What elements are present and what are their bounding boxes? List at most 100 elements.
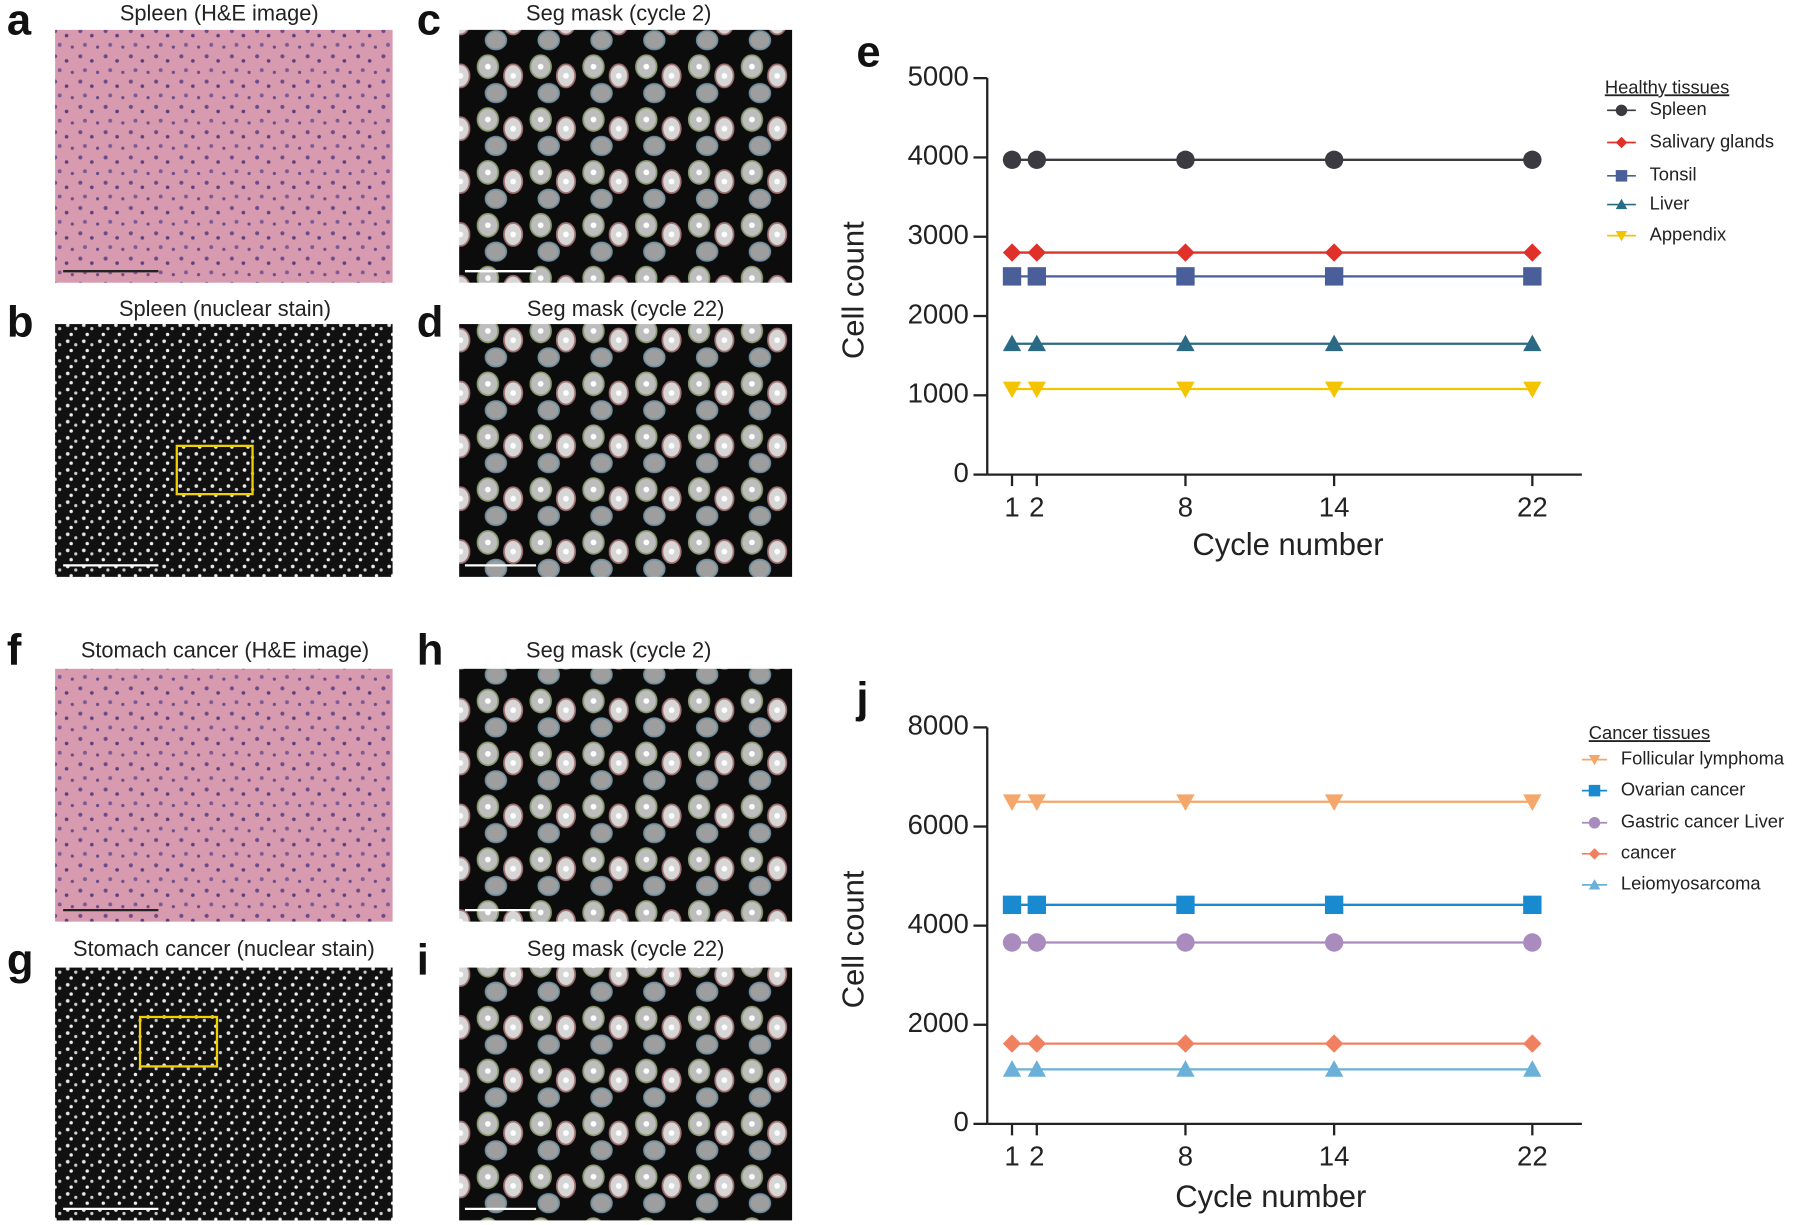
data-point <box>1523 381 1542 399</box>
x-tick-label: 8 <box>1178 1141 1193 1172</box>
he-image <box>55 29 393 283</box>
legend-label: Salivary glands <box>1650 130 1774 151</box>
data-point <box>1324 933 1344 952</box>
data-point <box>1176 1034 1195 1053</box>
panel-label: c <box>417 0 441 45</box>
y-tick-label: 8000 <box>908 710 969 741</box>
x-tick-label: 1 <box>1004 1141 1019 1172</box>
legend-marker <box>1588 754 1601 766</box>
x-tick-label: 22 <box>1517 1141 1548 1172</box>
y-tick-label: 6000 <box>908 809 969 840</box>
panel-title: Seg mask (cycle 22) <box>527 296 724 321</box>
panel-label: d <box>417 298 444 347</box>
y-tick-label: 1000 <box>908 378 969 409</box>
legend-marker <box>1588 784 1601 797</box>
nuclear-image <box>55 967 393 1221</box>
y-tick-label: 2000 <box>908 1007 969 1038</box>
x-tick-label: 1 <box>1004 491 1019 522</box>
legend-marker <box>1615 104 1628 117</box>
data-point <box>1027 1034 1046 1053</box>
legend-label: Gastric cancer Liver <box>1621 811 1784 832</box>
data-point <box>1002 267 1022 286</box>
data-point <box>1027 933 1046 952</box>
data-point <box>1324 794 1344 811</box>
legend-marker <box>1588 848 1601 860</box>
panel-title: Spleen (nuclear stain) <box>119 296 331 321</box>
inset-box <box>175 444 254 496</box>
y-tick-label: 0 <box>954 1106 969 1137</box>
panel-label: g <box>7 936 34 985</box>
data-point <box>1523 933 1542 952</box>
data-point <box>1324 150 1344 170</box>
panel-title: Seg mask (cycle 2) <box>526 637 711 662</box>
legend-marker <box>1615 170 1628 182</box>
data-point <box>1523 1060 1542 1077</box>
data-point <box>1523 895 1542 915</box>
legend-label: Follicular lymphoma <box>1621 747 1785 768</box>
panel-label: i <box>417 936 429 985</box>
legend-title: Cancer tissues <box>1589 722 1710 743</box>
x-tick-label: 14 <box>1319 491 1350 522</box>
data-point <box>1002 933 1022 952</box>
data-point <box>1176 1060 1195 1077</box>
y-tick-label: 5000 <box>908 60 969 91</box>
legend-title: Healthy tissues <box>1605 76 1729 97</box>
y-tick-label: 3000 <box>908 219 969 250</box>
y-axis-label: Cell count <box>835 221 870 359</box>
seg-image <box>459 324 793 577</box>
y-tick-label: 0 <box>954 457 969 488</box>
nuclear-image <box>55 324 393 577</box>
x-tick-label: 2 <box>1029 1141 1044 1172</box>
data-point <box>1027 243 1046 262</box>
data-point <box>1027 267 1046 286</box>
x-tick-label: 14 <box>1319 1141 1350 1172</box>
legend-marker <box>1588 879 1601 890</box>
y-tick-label: 4000 <box>908 140 969 171</box>
panel-title: Seg mask (cycle 22) <box>527 936 724 961</box>
legend-label: Liver <box>1650 192 1690 213</box>
data-point <box>1324 381 1344 399</box>
data-point <box>1523 334 1542 352</box>
scale-bars <box>63 270 537 1211</box>
panel-label: h <box>417 625 444 674</box>
data-point <box>1002 150 1022 170</box>
data-point <box>1027 1060 1046 1077</box>
panel-title: Stomach cancer (H&E image) <box>81 637 369 662</box>
data-point <box>1324 1060 1344 1077</box>
x-tick-label: 8 <box>1178 491 1193 522</box>
data-point <box>1002 381 1022 399</box>
data-point <box>1523 243 1542 262</box>
legend-label: Tonsil <box>1650 164 1697 185</box>
data-point <box>1176 267 1195 286</box>
x-axis-label: Cycle number <box>1192 527 1383 562</box>
y-tick-label: 4000 <box>908 908 969 939</box>
panel-title: Seg mask (cycle 2) <box>526 1 711 26</box>
data-point <box>1523 1034 1542 1053</box>
data-point <box>1176 150 1195 170</box>
legend-marker <box>1588 817 1601 829</box>
y-axis-label: Cell count <box>835 870 870 1008</box>
legend-label: Leiomyosarcoma <box>1621 873 1762 894</box>
y-tick-label: 2000 <box>908 298 969 329</box>
data-point <box>1324 334 1344 352</box>
data-point <box>1324 267 1344 286</box>
data-point <box>1324 1034 1344 1053</box>
data-point <box>1027 794 1046 811</box>
data-point <box>1027 381 1046 399</box>
legend-label: Ovarian cancer <box>1621 778 1745 799</box>
panel-label: b <box>7 298 34 347</box>
legend-marker <box>1615 198 1628 210</box>
panel-title: Stomach cancer (nuclear stain) <box>73 936 375 961</box>
legend-label: Spleen <box>1650 98 1707 119</box>
data-point <box>1002 243 1022 262</box>
panel-label: f <box>7 625 22 674</box>
data-point <box>1523 794 1542 811</box>
data-point <box>1523 150 1542 170</box>
data-point <box>1002 794 1022 811</box>
seg-image <box>459 29 793 283</box>
data-point <box>1176 794 1195 811</box>
data-point <box>1002 895 1022 915</box>
legend-label: cancer <box>1621 842 1676 863</box>
panel-title: Spleen (H&E image) <box>120 1 319 26</box>
